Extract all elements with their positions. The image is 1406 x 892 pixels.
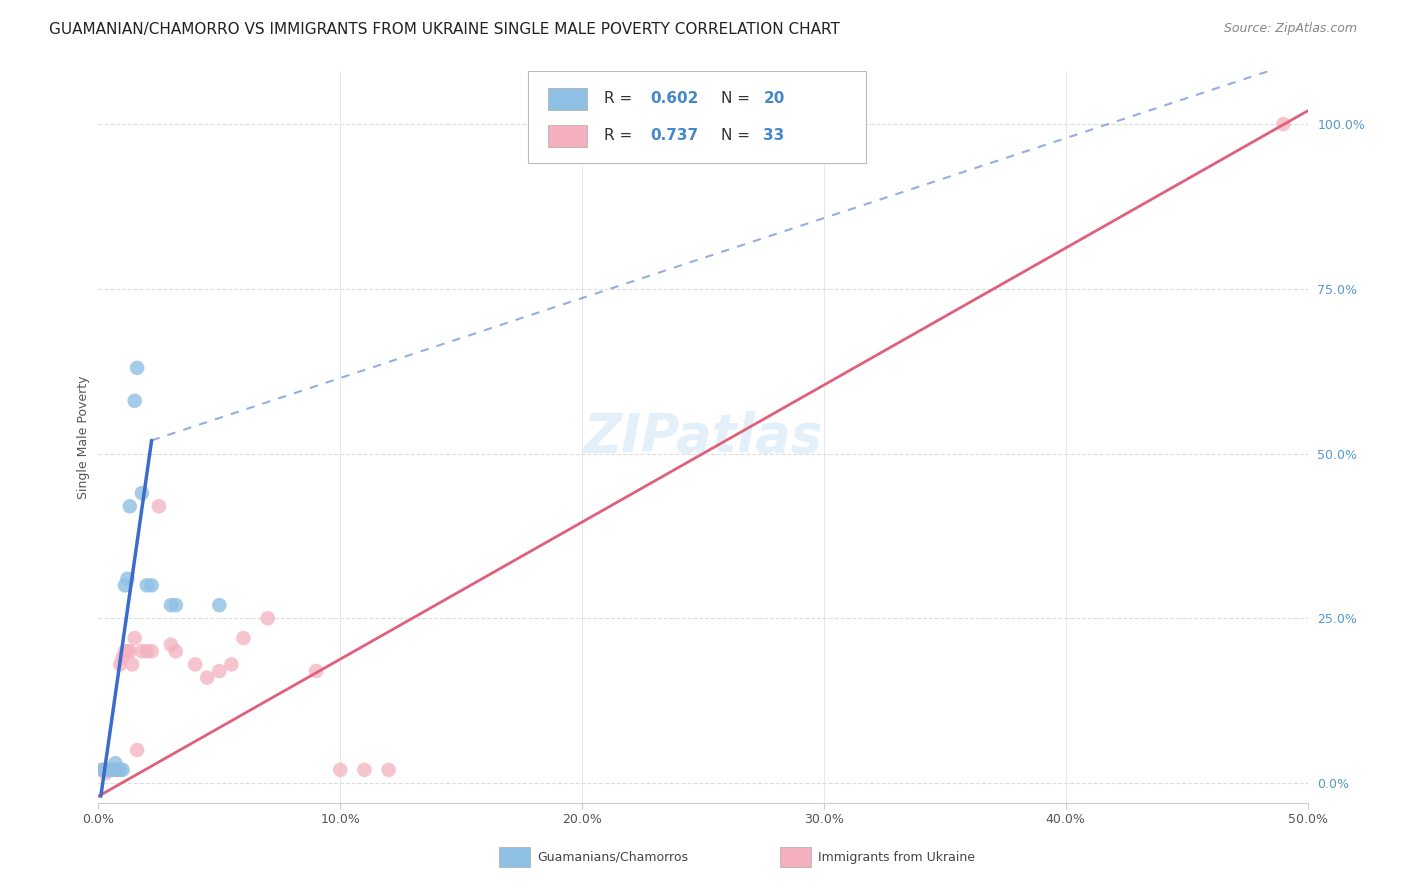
Point <box>124 631 146 645</box>
Point <box>94 763 117 777</box>
Point <box>108 763 131 777</box>
Point <box>208 664 231 678</box>
Point <box>97 763 120 777</box>
Point <box>124 393 146 408</box>
Point <box>160 638 183 652</box>
Point <box>377 763 399 777</box>
Text: Source: ZipAtlas.com: Source: ZipAtlas.com <box>1223 22 1357 36</box>
Point <box>353 763 375 777</box>
Point <box>127 743 149 757</box>
Text: N =: N = <box>721 128 755 143</box>
Point <box>107 763 129 777</box>
Point <box>135 578 157 592</box>
Text: R =: R = <box>603 91 637 106</box>
Point <box>148 500 170 514</box>
Text: 33: 33 <box>763 128 785 143</box>
Point <box>1272 117 1295 131</box>
Point <box>184 657 207 672</box>
Point <box>117 644 139 658</box>
Point <box>256 611 278 625</box>
Point <box>221 657 243 672</box>
Text: 0.602: 0.602 <box>650 91 699 106</box>
Text: ZIPatlas: ZIPatlas <box>583 411 823 463</box>
Point <box>108 657 131 672</box>
Point <box>208 598 231 612</box>
Point <box>101 763 124 777</box>
Point <box>107 763 129 777</box>
Point <box>114 644 136 658</box>
Point <box>131 486 153 500</box>
Bar <box>548 125 586 146</box>
Text: 20: 20 <box>763 91 785 106</box>
Point <box>94 766 117 780</box>
Point <box>121 657 143 672</box>
Point <box>91 763 114 777</box>
Point <box>100 763 122 777</box>
Text: N =: N = <box>721 91 755 106</box>
Text: R =: R = <box>603 128 637 143</box>
Point <box>165 644 187 658</box>
Text: Immigrants from Ukraine: Immigrants from Ukraine <box>818 851 976 863</box>
Text: 0.737: 0.737 <box>650 128 697 143</box>
Point <box>141 578 163 592</box>
FancyBboxPatch shape <box>527 71 866 162</box>
Point <box>195 671 218 685</box>
Point <box>305 664 328 678</box>
Text: GUAMANIAN/CHAMORRO VS IMMIGRANTS FROM UKRAINE SINGLE MALE POVERTY CORRELATION CH: GUAMANIAN/CHAMORRO VS IMMIGRANTS FROM UK… <box>49 22 841 37</box>
Point <box>135 644 157 658</box>
Point <box>165 598 187 612</box>
Point <box>104 763 127 777</box>
Point <box>101 763 124 777</box>
Point <box>100 763 122 777</box>
Point <box>111 763 134 777</box>
Point <box>131 644 153 658</box>
Point <box>114 578 136 592</box>
Point <box>97 763 120 777</box>
Point <box>127 360 149 375</box>
Text: Guamanians/Chamorros: Guamanians/Chamorros <box>537 851 688 863</box>
Point <box>117 572 139 586</box>
Point <box>104 756 127 771</box>
Point <box>118 500 141 514</box>
Point <box>118 644 141 658</box>
Point <box>111 650 134 665</box>
Point <box>91 763 114 777</box>
Bar <box>548 87 586 110</box>
Point <box>232 631 254 645</box>
Point <box>329 763 352 777</box>
Y-axis label: Single Male Poverty: Single Male Poverty <box>77 376 90 499</box>
Point <box>160 598 183 612</box>
Point <box>90 763 112 777</box>
Point <box>141 644 163 658</box>
